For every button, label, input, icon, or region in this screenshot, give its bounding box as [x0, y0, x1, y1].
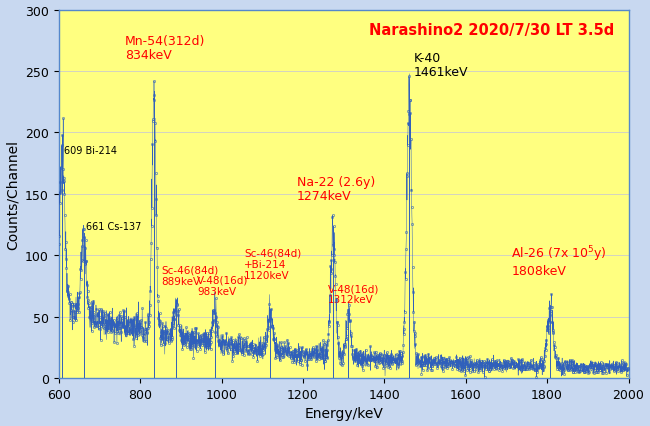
Y-axis label: Counts/Channel: Counts/Channel [6, 140, 20, 249]
Text: Al-26 (7x 10$^5$y)
1808keV: Al-26 (7x 10$^5$y) 1808keV [512, 244, 607, 278]
Text: Na-22 (2.6y)
1274keV: Na-22 (2.6y) 1274keV [297, 176, 375, 203]
X-axis label: Energy/keV: Energy/keV [304, 406, 383, 420]
Text: 661 Cs-137: 661 Cs-137 [86, 221, 141, 231]
Text: 609 Bi-214: 609 Bi-214 [64, 145, 118, 155]
Text: V-48(16d)
983keV: V-48(16d) 983keV [197, 275, 248, 296]
Text: Narashino2 2020/7/30 LT 3.5d: Narashino2 2020/7/30 LT 3.5d [369, 23, 614, 38]
Text: V-48(16d)
1312keV: V-48(16d) 1312keV [328, 284, 380, 305]
Text: K-40
1461keV: K-40 1461keV [413, 52, 468, 79]
Text: Sc-46(84d)
+Bi-214
1120keV: Sc-46(84d) +Bi-214 1120keV [244, 248, 301, 280]
Text: Sc-46(84d)
889keV: Sc-46(84d) 889keV [162, 265, 219, 286]
Text: Mn-54(312d)
834keV: Mn-54(312d) 834keV [125, 35, 205, 62]
